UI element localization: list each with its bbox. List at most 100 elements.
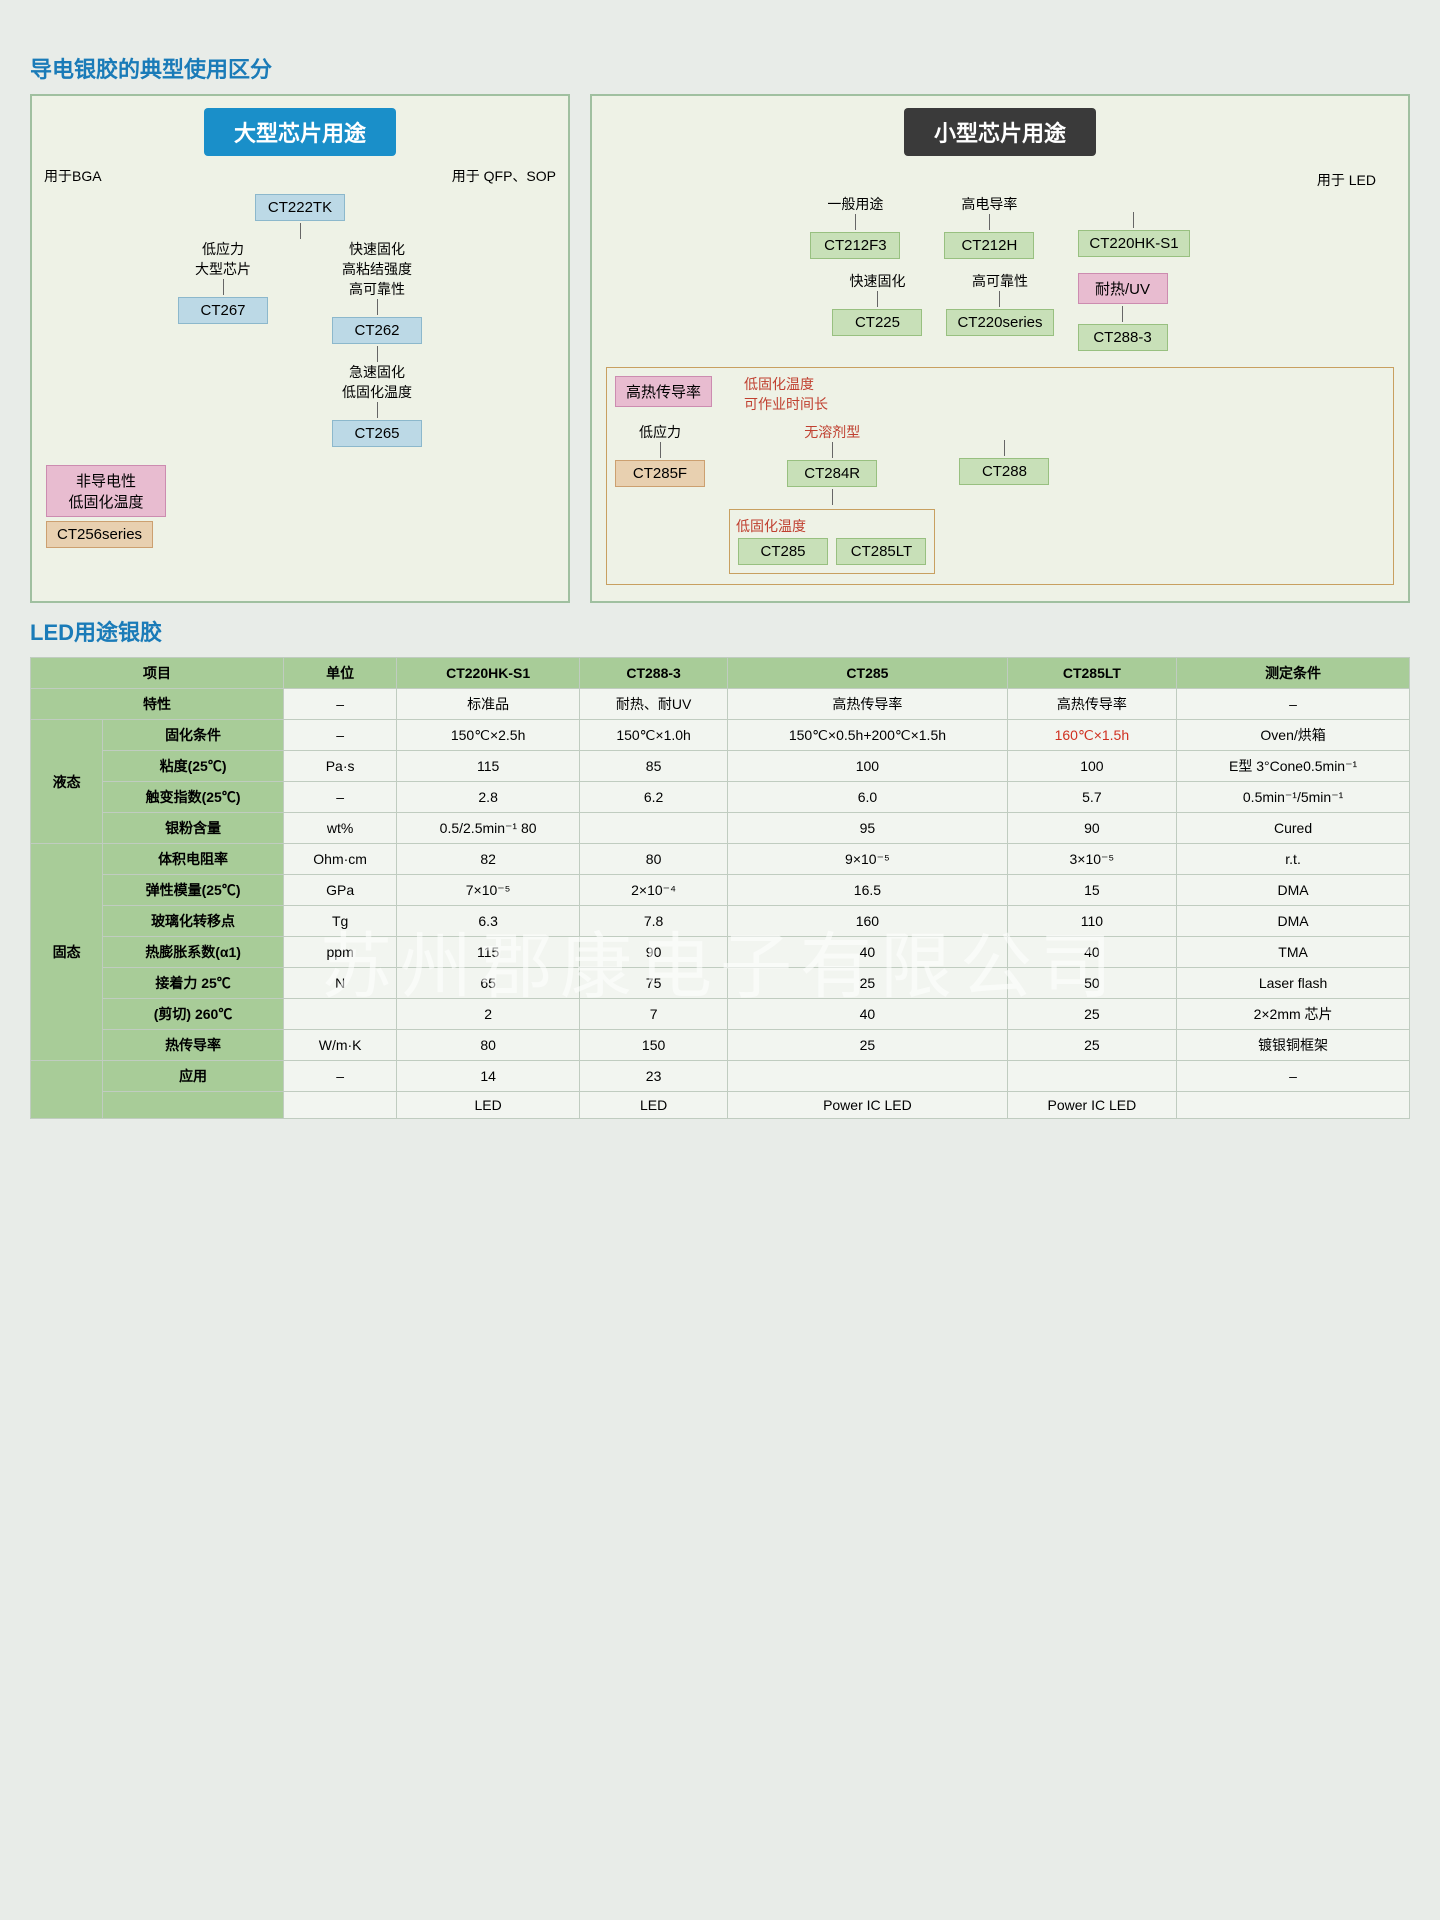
main-title: 导电银胶的典型使用区分	[30, 52, 1410, 84]
table-row-label: 玻璃化转移点	[103, 906, 284, 937]
table-row-label: 应用	[103, 1061, 284, 1092]
table-row-label: 热传导率	[103, 1030, 284, 1061]
table-cell: 150	[579, 1030, 727, 1061]
led-title: LED用途银胶	[30, 615, 1410, 647]
table-cell: GPa	[283, 875, 396, 906]
table-cell	[579, 813, 727, 844]
table-cell: TMA	[1177, 937, 1410, 968]
table-cell: Power IC LED	[728, 1092, 1007, 1119]
table-cell: ppm	[283, 937, 396, 968]
table-cell: 15	[1007, 875, 1177, 906]
table-cell: DMA	[1177, 875, 1410, 906]
table-cell: 40	[1007, 937, 1177, 968]
ct256-node: CT256series	[46, 521, 153, 548]
table-col-header: CT285	[728, 658, 1007, 689]
table-row-label: 接着力 25℃	[103, 968, 284, 999]
table-cell: 150℃×2.5h	[397, 720, 580, 751]
table-cell: 2×10⁻⁴	[579, 875, 727, 906]
table-cell: 150℃×1.0h	[579, 720, 727, 751]
fast-label: 快速固化	[849, 271, 905, 291]
table-cell: –	[1177, 1061, 1410, 1092]
table-cell: Cured	[1177, 813, 1410, 844]
table-cell: 160℃×1.5h	[1007, 720, 1177, 751]
table-cell: 80	[397, 1030, 580, 1061]
ct285lt-node: CT285LT	[836, 538, 926, 565]
ct212f3-node: CT212F3	[810, 232, 900, 259]
table-cell: 110	[1007, 906, 1177, 937]
small-chip-header: 小型芯片用途	[904, 108, 1096, 156]
table-group	[31, 1061, 103, 1119]
uv-node: 耐热/UV	[1078, 273, 1168, 304]
table-cell: 6.0	[728, 782, 1007, 813]
ct220s-node: CT220series	[946, 309, 1053, 336]
table-cell: 特性	[31, 689, 284, 720]
table-group: 固态	[31, 844, 103, 1061]
table-cell: 25	[728, 968, 1007, 999]
table-cell	[283, 1092, 396, 1119]
table-cell: wt%	[283, 813, 396, 844]
table-cell: 115	[397, 937, 580, 968]
no-solvent-label: 无溶剂型	[804, 422, 860, 442]
ct225-node: CT225	[832, 309, 922, 336]
ct212h-node: CT212H	[944, 232, 1034, 259]
high-cond-label: 高电导率	[961, 194, 1017, 214]
small-chip-diagram: 小型芯片用途 用于 LED 一般用途 CT212F3 高电导率 CT212H C…	[590, 94, 1410, 603]
table-cell: 40	[728, 999, 1007, 1030]
table-cell: 80	[579, 844, 727, 875]
table-group: 液态	[31, 720, 103, 844]
table-cell: DMA	[1177, 906, 1410, 937]
table-cell: 标准品	[397, 689, 580, 720]
table-cell	[283, 999, 396, 1030]
ct288-node: CT288	[959, 458, 1049, 485]
ct284r-node: CT284R	[787, 460, 877, 487]
low-cure-time-label: 低固化温度 可作业时间长	[744, 374, 828, 414]
table-row-label: 粘度(25℃)	[103, 751, 284, 782]
table-cell: 25	[1007, 1030, 1177, 1061]
table-cell: 25	[728, 1030, 1007, 1061]
table-cell: –	[283, 689, 396, 720]
noncond-node: 非导电性 低固化温度	[46, 465, 166, 517]
table-cell: 150℃×0.5h+200℃×1.5h	[728, 720, 1007, 751]
table-col-header: 单位	[283, 658, 396, 689]
table-cell: 2.8	[397, 782, 580, 813]
ct285f-node: CT285F	[615, 460, 705, 487]
table-row-label: 触变指数(25℃)	[103, 782, 284, 813]
high-rel-label: 高可靠性	[972, 271, 1028, 291]
table-cell: 14	[397, 1061, 580, 1092]
table-col-header: CT285LT	[1007, 658, 1177, 689]
fast-cure-label: 快速固化 高粘结强度 高可靠性	[342, 239, 412, 299]
table-row-label: 体积电阻率	[103, 844, 284, 875]
table-col-header: 测定条件	[1177, 658, 1410, 689]
table-col-header: CT220HK-S1	[397, 658, 580, 689]
bga-label: 用于BGA	[44, 166, 102, 186]
table-cell: 82	[397, 844, 580, 875]
spec-table: 项目单位CT220HK-S1CT288-3CT285CT285LT测定条件 特性…	[30, 657, 1410, 1119]
ct285-node: CT285	[738, 538, 828, 565]
table-cell: 耐热、耐UV	[579, 689, 727, 720]
table-cell: 6.2	[579, 782, 727, 813]
rapid-label: 急速固化 低固化温度	[342, 362, 412, 402]
large-chip-diagram: 大型芯片用途 用于BGA 用于 QFP、SOP CT222TK 低应力 大型芯片…	[30, 94, 570, 603]
table-cell: 65	[397, 968, 580, 999]
table-cell: –	[283, 1061, 396, 1092]
table-row-label: 弹性模量(25℃)	[103, 875, 284, 906]
qfp-label: 用于 QFP、SOP	[452, 166, 556, 186]
table-cell: 95	[728, 813, 1007, 844]
table-col-header: 项目	[31, 658, 284, 689]
ct288-3-node: CT288-3	[1078, 324, 1168, 351]
table-cell: 75	[579, 968, 727, 999]
table-cell: 7	[579, 999, 727, 1030]
table-cell: Ohm·cm	[283, 844, 396, 875]
table-cell: LED	[579, 1092, 727, 1119]
table-cell: 2×2mm 芯片	[1177, 999, 1410, 1030]
table-cell: Tg	[283, 906, 396, 937]
table-cell: 90	[579, 937, 727, 968]
table-cell: Pa·s	[283, 751, 396, 782]
table-cell: 25	[1007, 999, 1177, 1030]
low-cure-label: 低固化温度	[736, 516, 928, 536]
low-stress2-label: 低应力	[639, 422, 681, 442]
table-row-label	[103, 1092, 284, 1119]
table-cell: 115	[397, 751, 580, 782]
table-row-label: 固化条件	[103, 720, 284, 751]
table-cell: 高热传导率	[1007, 689, 1177, 720]
